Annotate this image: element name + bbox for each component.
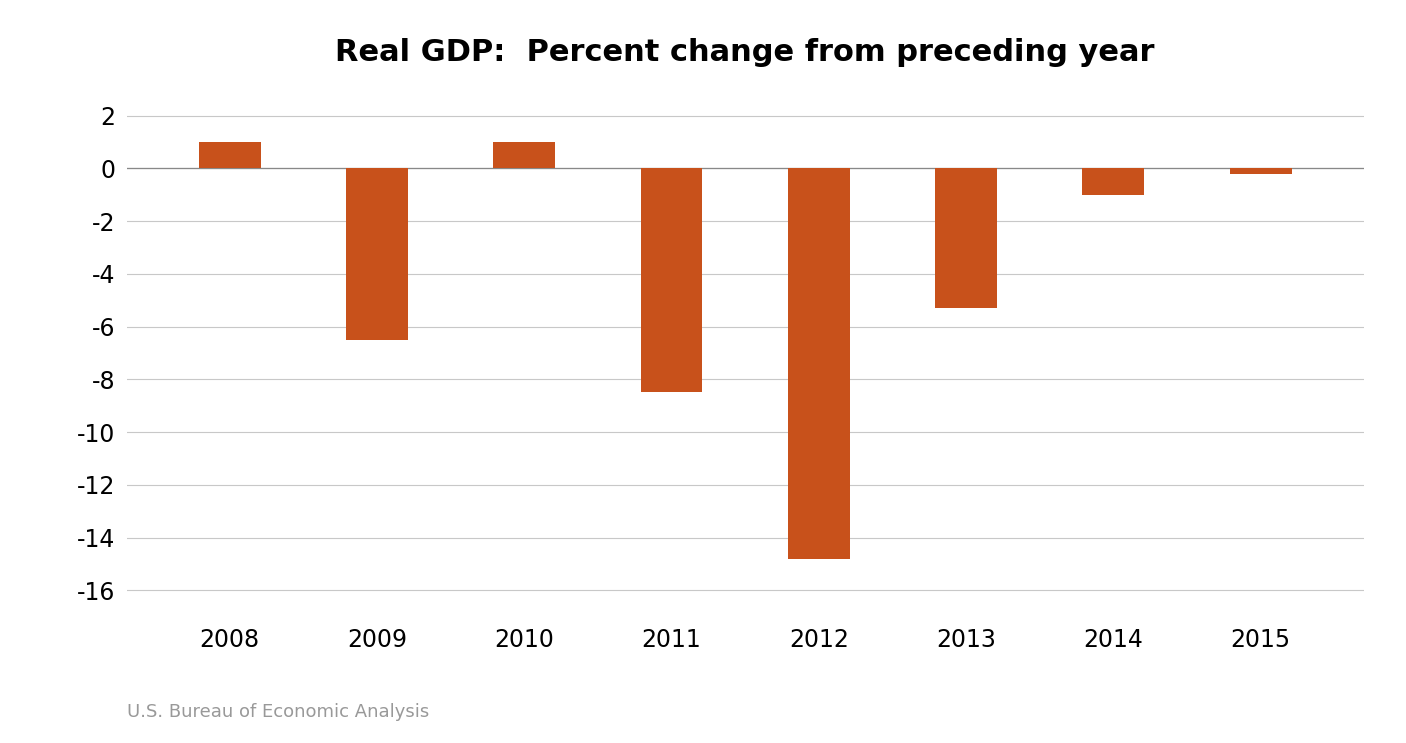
Title: Real GDP:  Percent change from preceding year: Real GDP: Percent change from preceding … [336,39,1154,68]
Bar [1230,168,1292,174]
Bar [935,168,997,308]
Bar [641,168,703,392]
Text: U.S. Bureau of Economic Analysis: U.S. Bureau of Economic Analysis [127,703,429,721]
Bar [198,142,260,168]
Bar [494,142,555,168]
Bar [787,168,849,559]
Bar [1083,168,1144,195]
Bar [346,168,408,340]
